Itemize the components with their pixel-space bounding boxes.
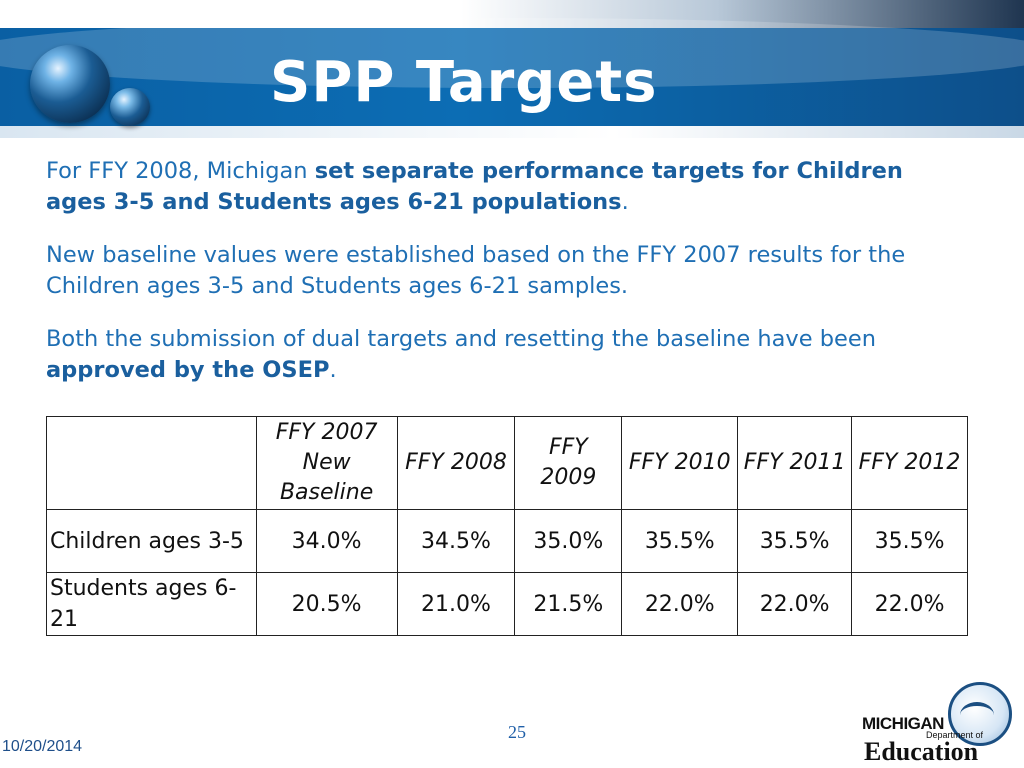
paragraph-1: For FFY 2008, Michigan set separate perf… <box>46 156 956 218</box>
table-header-cell: FFY 2007 New Baseline <box>255 416 398 510</box>
table-cell: 20.5% <box>255 572 398 636</box>
table-header-cell: FFY 2008 <box>396 416 516 510</box>
table-cell: 34.5% <box>396 509 516 573</box>
paragraph-3: Both the submission of dual targets and … <box>46 324 956 386</box>
table-cell: 35.5% <box>851 509 968 573</box>
table-cell: 21.5% <box>514 572 623 636</box>
table-cell: 34.0% <box>255 509 398 573</box>
paragraph-3-end: . <box>329 357 337 383</box>
targets-table: FFY 2007 New Baseline FFY 2008 FFY 2009 … <box>46 416 968 636</box>
paragraph-2: New baseline values were established bas… <box>46 242 906 299</box>
logo-line-2: Department of <box>926 730 984 740</box>
title-banner <box>0 0 1024 138</box>
table-cell: 35.5% <box>621 509 739 573</box>
table-header-cell: FFY 2010 <box>621 416 739 510</box>
table-header-cell: FFY 2011 <box>737 416 853 510</box>
mde-logo: MICHIGAN Department of Education <box>862 682 1024 768</box>
banner-bottom-stripe <box>0 126 1024 138</box>
table-header-row: FFY 2007 New Baseline FFY 2008 FFY 2009 … <box>46 416 968 510</box>
paragraph-3-emphasis: approved by the OSEP <box>46 357 330 383</box>
row-label: Children ages 3-5 <box>46 509 257 573</box>
table-cell: 22.0% <box>737 572 853 636</box>
slide-body: For FFY 2008, Michigan set separate perf… <box>46 156 956 408</box>
table-row: Children ages 3-5 34.0% 34.5% 35.0% 35.5… <box>46 509 968 573</box>
table-cell: 35.5% <box>737 509 853 573</box>
banner-top-stripe <box>0 0 1024 28</box>
banner-wave <box>0 18 1024 88</box>
table-row: Students ages 6-21 20.5% 21.0% 21.5% 22.… <box>46 572 968 636</box>
logo-book-icon <box>960 702 994 728</box>
small-orb-icon <box>110 88 150 126</box>
table-cell: 22.0% <box>621 572 739 636</box>
logo-line-1: MICHIGAN <box>862 714 944 733</box>
table-header-cell: FFY 2009 <box>514 416 623 510</box>
table-cell: 21.0% <box>396 572 516 636</box>
large-orb-icon <box>30 45 110 123</box>
slide-date: 10/20/2014 <box>2 738 83 755</box>
row-label: Students ages 6-21 <box>46 572 257 636</box>
table-cell: 35.0% <box>514 509 623 573</box>
paragraph-1-emphasis: set separate performance targets for Chi… <box>46 158 903 215</box>
table-cell: 22.0% <box>851 572 968 636</box>
slide-title: SPP Targets <box>270 50 658 115</box>
paragraph-3-intro: Both the submission of dual targets and … <box>46 326 876 352</box>
logo-line-3: Education <box>864 737 979 766</box>
paragraph-1-intro: For FFY 2008, Michigan <box>46 158 315 184</box>
page-number: 25 <box>508 722 526 742</box>
table-header-cell: FFY 2012 <box>851 416 968 510</box>
paragraph-1-end: . <box>621 189 629 215</box>
table-header-corner <box>46 416 257 510</box>
